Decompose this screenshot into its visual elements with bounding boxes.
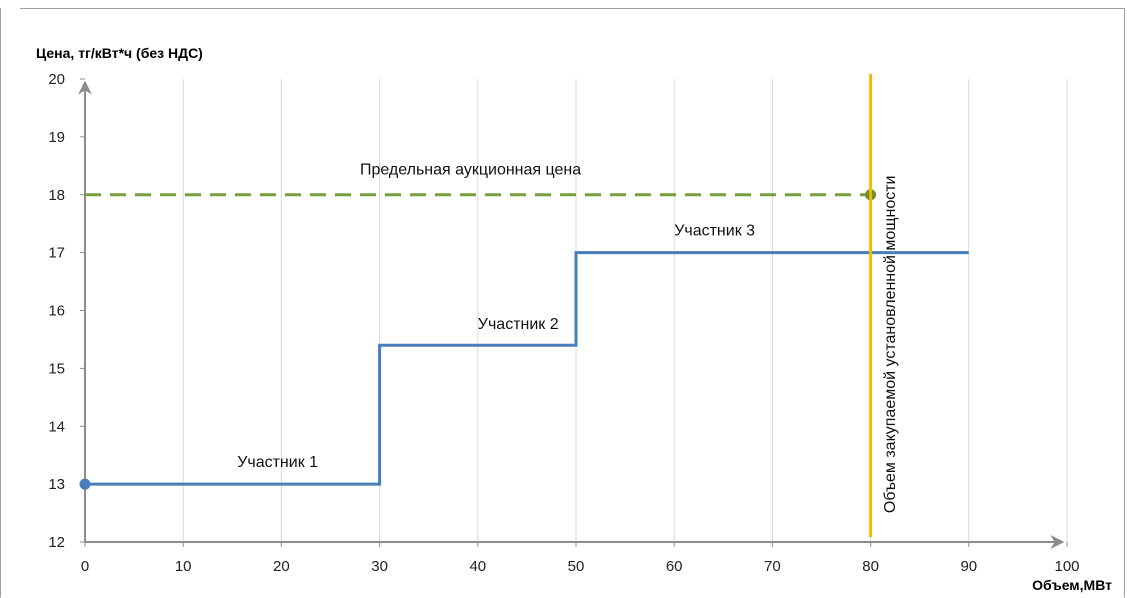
annotation-label: Участник 1 (237, 454, 318, 471)
axis-layer: 0 10 20 30 40 50 60 70 80 90 100 12 13 14 15 16 17 18 19 20 (48, 71, 1079, 575)
x-tick-label: 70 (764, 558, 781, 575)
y-tick-label: 14 (48, 418, 65, 435)
chart-frame (0, 8, 1125, 598)
y-tick-label: 16 (48, 303, 65, 320)
annotation-label: Предельная аукционная цена (360, 161, 581, 178)
x-tick-label: 40 (469, 558, 486, 575)
y-axis-title: Цена, тг/кВт*ч (без НДС) (36, 45, 203, 61)
series-start-marker (79, 478, 91, 490)
x-tick-label: 60 (666, 558, 683, 575)
annotation-label: Участник 2 (478, 316, 559, 333)
y-tick-label: 20 (48, 71, 65, 88)
grid-layer (182, 79, 1068, 542)
y-tick-label: 18 (48, 187, 65, 204)
capacity-line-label: Объем закупаемой установленной мощности (882, 176, 899, 514)
x-tick-label: 0 (81, 558, 89, 575)
x-tick-label: 50 (568, 558, 585, 575)
label-layer: Предельная аукционная цена Участник 1 Учас… (237, 161, 899, 513)
y-tick-label: 13 (48, 476, 65, 493)
annotation-label: Участник 3 (674, 222, 755, 239)
y-tick-label: 12 (48, 534, 65, 551)
x-tick-label: 10 (175, 558, 192, 575)
y-tick-label: 19 (48, 129, 65, 146)
x-tick-label: 80 (862, 558, 879, 575)
series-layer (79, 74, 969, 537)
x-tick-label: 90 (960, 558, 977, 575)
y-tick-label: 17 (48, 245, 65, 262)
y-tick-label: 15 (48, 360, 65, 377)
x-tick-label: 30 (371, 558, 388, 575)
x-tick-label: 100 (1054, 558, 1079, 575)
x-tick-label: 20 (273, 558, 290, 575)
x-axis-title: Объем,МВт (1032, 577, 1112, 593)
bid-step-line (85, 251, 969, 486)
